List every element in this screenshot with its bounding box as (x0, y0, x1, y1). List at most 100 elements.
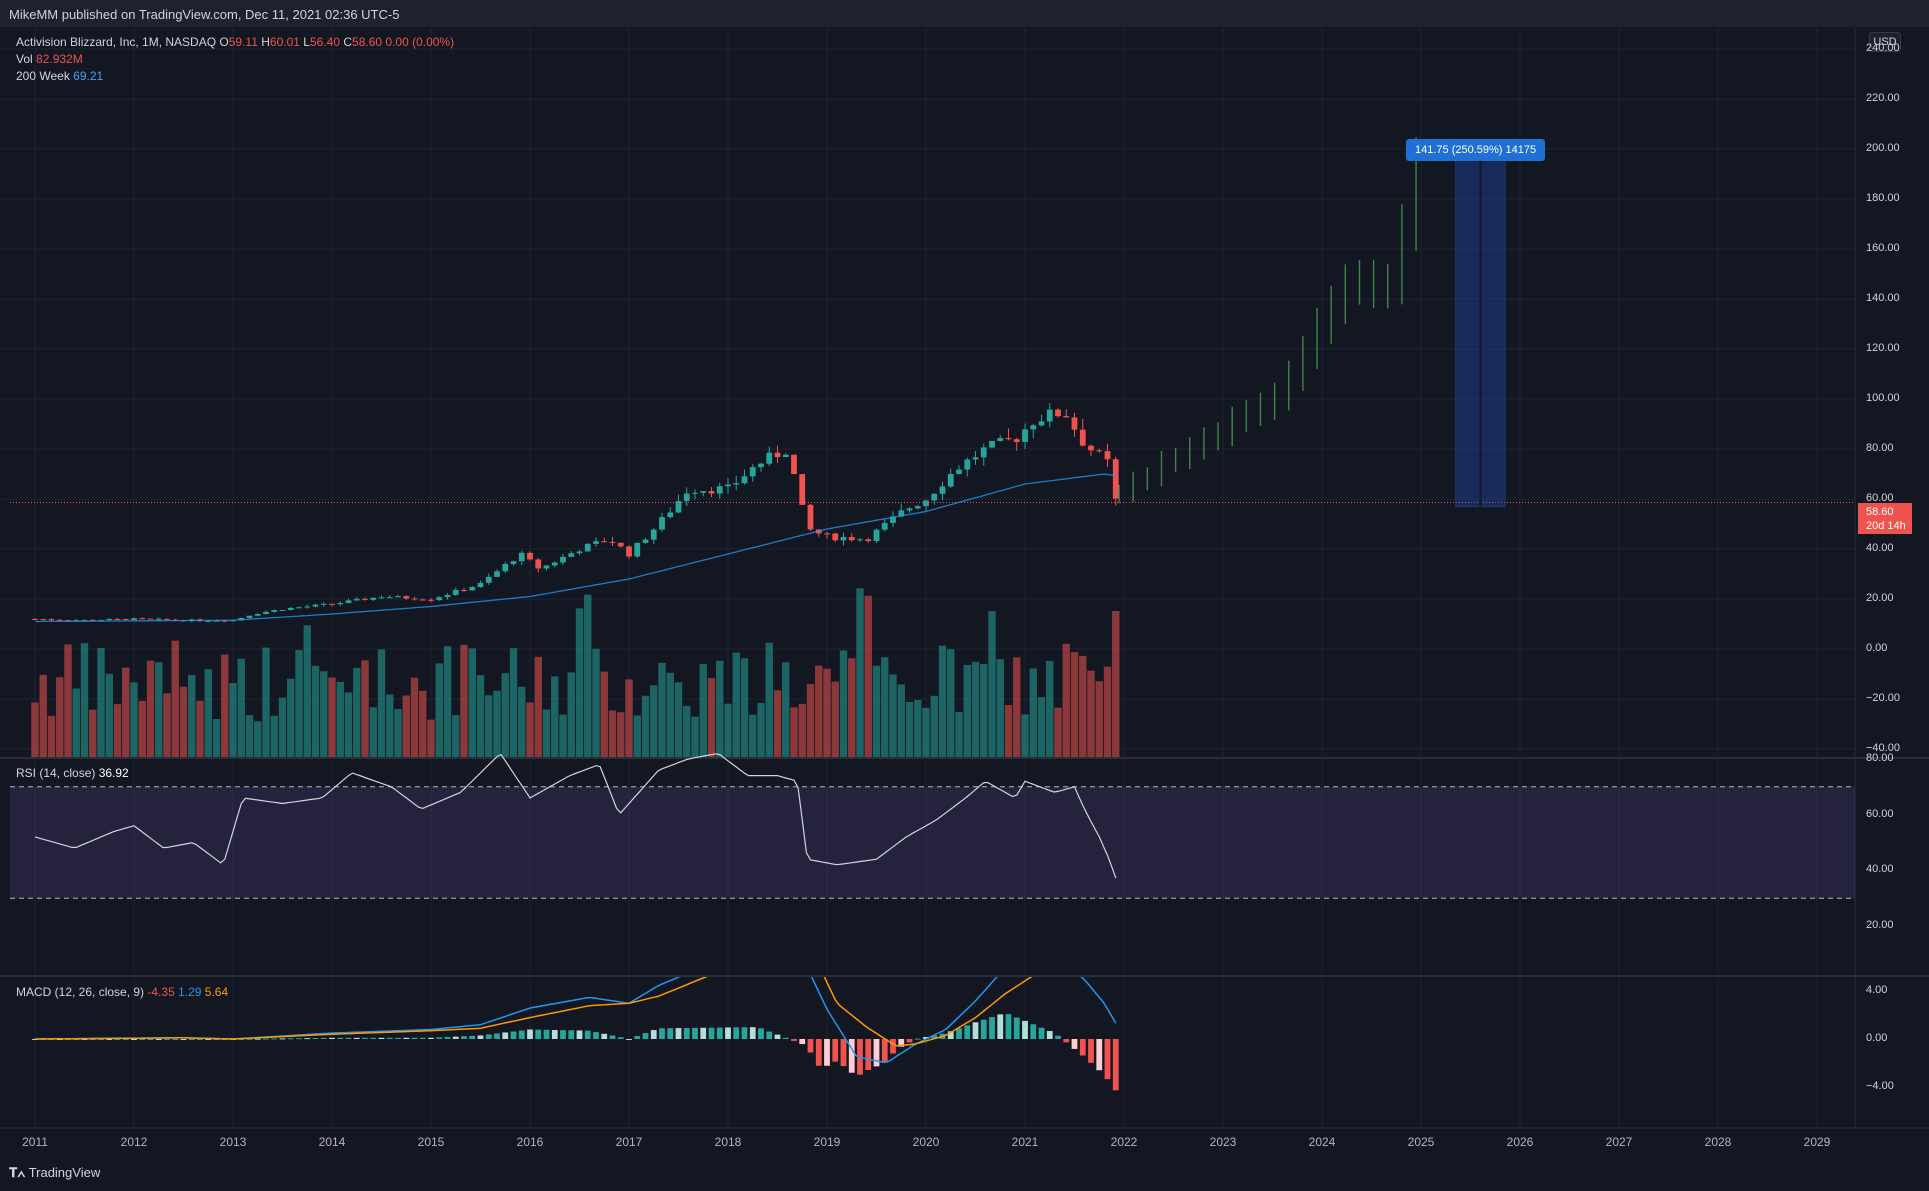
volume-bar (798, 703, 806, 757)
year-tick-label: 2026 (1506, 1135, 1534, 1149)
candle (997, 438, 1004, 441)
year-tick-label: 2018 (714, 1135, 742, 1149)
volume-bar (237, 658, 245, 757)
macd-histogram-bar (1063, 1039, 1070, 1043)
candle (1088, 445, 1094, 451)
volume-bar (1037, 697, 1046, 757)
volume-bar (163, 693, 171, 757)
open-value: 59.11 (228, 35, 258, 49)
candle (626, 546, 632, 557)
volume-bar (765, 642, 773, 757)
year-tick-label: 2015 (417, 1135, 445, 1149)
volume-bar (567, 672, 575, 757)
candle (675, 501, 682, 513)
volume-bar (806, 684, 815, 757)
volume-bar (782, 662, 790, 757)
macd-legend[interactable]: MACD (12, 26, close, 9) -4.35 1.29 5.64 (16, 985, 228, 999)
volume-bar (39, 674, 47, 757)
volume-bar (320, 671, 328, 757)
macd-histogram-bar (1022, 1020, 1028, 1039)
macd-histogram-bar (271, 1038, 278, 1040)
volume-bar (575, 608, 584, 757)
candle (205, 620, 212, 622)
macd-histogram-bar (122, 1039, 129, 1040)
macd-histogram-bar (733, 1027, 740, 1039)
macd-histogram-bar (551, 1029, 558, 1039)
macd-histogram-bar (956, 1028, 962, 1039)
volume-legend[interactable]: Vol 82.932M (16, 52, 83, 66)
candle (873, 529, 880, 542)
candle (914, 506, 921, 509)
volume-bar (1070, 652, 1079, 757)
macd-line (35, 977, 1117, 1064)
candle (345, 600, 352, 604)
volume-bar (369, 707, 377, 757)
volume-bar (683, 705, 691, 757)
candle (436, 597, 443, 601)
price-tick-label: 120.00 (1866, 342, 1900, 354)
candle (1104, 451, 1111, 460)
candle (584, 543, 591, 552)
volume-bar (831, 681, 839, 757)
volume-bar (509, 648, 518, 757)
candle (485, 576, 492, 583)
volume-bar (881, 657, 889, 757)
volume-bar (262, 647, 270, 757)
rsi-tick-label: 80.00 (1866, 751, 1894, 764)
volume-bar (1095, 681, 1103, 757)
candle (452, 589, 459, 595)
rsi-tick-label: 60.00 (1866, 807, 1894, 820)
candle (48, 619, 55, 621)
macd-histogram-bar (73, 1039, 80, 1040)
macd-histogram-bar (1071, 1039, 1078, 1049)
candle (213, 620, 220, 622)
volume-bar (122, 667, 130, 757)
macd-histogram-bar (106, 1039, 113, 1040)
macd-histogram-bar (304, 1038, 311, 1040)
bar-countdown: 20d 14h (1866, 520, 1906, 532)
currency-button[interactable]: USD (1869, 32, 1901, 52)
sma-legend[interactable]: 200 Week 69.21 (16, 69, 103, 83)
rsi-line (34, 753, 1117, 879)
candle (1055, 409, 1061, 417)
rsi-legend[interactable]: RSI (14, close) 36.92 (16, 766, 129, 780)
volume-bar (1004, 705, 1013, 757)
candle (890, 516, 896, 523)
macd-histogram-bar (840, 1039, 847, 1067)
volume-bar (1087, 670, 1095, 757)
macd-histogram-bar (807, 1039, 814, 1053)
macd-histogram-bar (477, 1035, 484, 1039)
candle (461, 589, 467, 591)
tradingview-logo[interactable]: 𝐓∧ TradingView (9, 1165, 100, 1181)
macd-histogram-bar (81, 1039, 88, 1040)
measure-label[interactable]: 141.75 (250.59%) 14175 (1406, 139, 1546, 161)
macd-histogram-bar (1104, 1039, 1111, 1080)
volume-bar (691, 716, 699, 757)
candle (725, 484, 731, 487)
macd-histogram-bar (155, 1039, 162, 1040)
macd-histogram-bar (815, 1039, 822, 1066)
candle (1112, 459, 1119, 499)
candle (832, 533, 839, 541)
macd-histogram-bar (419, 1037, 426, 1039)
macd-histogram-bar (1055, 1035, 1061, 1039)
symbol-label[interactable]: Activision Blizzard, Inc, 1M, NASDAQ (16, 35, 217, 49)
volume-bar (1103, 666, 1112, 757)
price-tick-label: −40.00 (1866, 742, 1900, 754)
candle (1071, 417, 1078, 430)
sma-label: 200 Week (16, 69, 70, 83)
candle (923, 500, 929, 507)
volume-bar (402, 695, 410, 757)
volume-bar (295, 650, 303, 757)
macd-histogram-bar (89, 1039, 96, 1040)
year-tick-label: 2020 (912, 1135, 940, 1149)
volume-bar (64, 644, 72, 757)
candle (799, 474, 806, 505)
volume-bar (460, 644, 468, 757)
volume-bar (823, 668, 831, 757)
candle (419, 599, 426, 601)
volume-bar (278, 697, 287, 757)
volume-bar (493, 690, 501, 757)
rsi-label: RSI (14, close) (16, 766, 96, 780)
